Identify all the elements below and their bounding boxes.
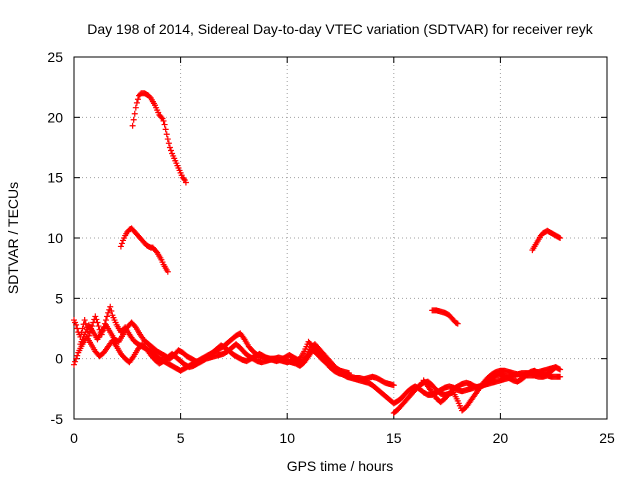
chart-title: Day 198 of 2014, Sidereal Day-to-day VTE… — [87, 21, 593, 37]
data-point — [130, 116, 137, 123]
data-point — [74, 352, 81, 359]
series-arc-high-early — [129, 90, 189, 186]
data-point — [104, 313, 111, 320]
data-point — [557, 235, 564, 241]
data-point — [556, 365, 563, 372]
data-point — [557, 366, 564, 373]
data-point — [93, 316, 100, 323]
data-point — [71, 361, 77, 368]
series-arc-late-high — [529, 227, 564, 254]
x-axis-label: GPS time / hours — [287, 458, 394, 474]
data-point — [390, 382, 397, 389]
data-point — [134, 96, 141, 103]
data-point — [556, 234, 563, 241]
data-point — [454, 320, 461, 327]
y-tick-label: 10 — [47, 230, 63, 246]
data-point — [180, 175, 187, 182]
data-point — [107, 303, 114, 310]
data-point — [129, 122, 136, 129]
data-point — [182, 179, 189, 186]
y-tick-label: 20 — [47, 109, 63, 125]
x-tick-label: 15 — [386, 430, 402, 446]
data-point — [92, 313, 99, 320]
axis-ticks — [73, 56, 608, 420]
data-point — [79, 325, 86, 332]
data-point — [131, 110, 138, 117]
data-point — [557, 373, 564, 380]
data-point — [168, 147, 175, 154]
y-tick-labels: -5 0 5 10 15 20 25 — [47, 49, 63, 427]
data-point — [118, 240, 125, 247]
data-point — [166, 144, 173, 151]
data-point — [94, 319, 101, 326]
series-band-c — [77, 319, 353, 377]
series-band-late-2 — [420, 364, 559, 406]
data-point — [164, 268, 171, 275]
data-point — [73, 321, 80, 328]
data-point — [81, 317, 88, 324]
series-arc-mid-early — [117, 225, 171, 275]
data-point — [163, 131, 170, 138]
data-point — [160, 117, 167, 124]
data-point — [165, 140, 172, 147]
data-point — [73, 355, 80, 362]
data-point — [133, 99, 140, 106]
data-point — [161, 121, 168, 128]
x-tick-label: 0 — [70, 430, 78, 446]
data-point — [346, 370, 353, 377]
data-point — [82, 320, 89, 327]
x-tick-label: 20 — [493, 430, 509, 446]
data-point — [108, 308, 115, 315]
data-point — [158, 114, 165, 121]
y-tick-label: 0 — [55, 351, 63, 367]
data-point — [132, 104, 139, 111]
y-tick-label: 5 — [55, 290, 63, 306]
data-point — [74, 325, 81, 332]
y-axis-label: SDTVAR / TECUs — [5, 182, 21, 294]
data-point — [146, 93, 153, 100]
data-point — [153, 248, 160, 255]
data-point — [72, 358, 79, 365]
x-tick-label: 5 — [177, 430, 185, 446]
data-point — [552, 364, 559, 371]
series-arc-17h — [429, 307, 461, 327]
x-tick-label: 10 — [279, 430, 295, 446]
y-tick-label: -5 — [51, 411, 64, 427]
data-point — [162, 126, 169, 133]
x-tick-labels: 0 5 10 15 20 25 — [70, 430, 615, 446]
data-point — [117, 243, 124, 250]
data-point — [551, 365, 558, 372]
y-tick-label: 25 — [47, 49, 63, 65]
data-point — [164, 136, 171, 143]
data-point — [105, 309, 112, 316]
data-point — [453, 320, 460, 327]
data-point — [95, 323, 102, 330]
x-tick-label: 25 — [599, 430, 615, 446]
data-points — [71, 90, 564, 416]
data-point — [131, 323, 138, 330]
y-tick-label: 15 — [47, 170, 63, 186]
data-point — [78, 329, 85, 336]
